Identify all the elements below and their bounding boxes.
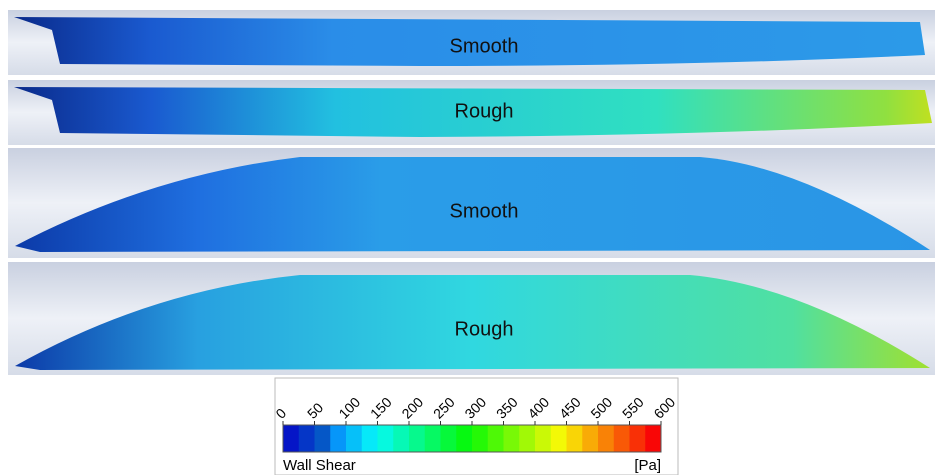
colorbar-band (378, 425, 394, 452)
colorbar-band (299, 425, 315, 452)
colorbar-band (614, 425, 630, 452)
colorbar-band (535, 425, 551, 452)
colorbar-band (551, 425, 567, 452)
figure: Smooth Rough Smooth Rough Wall Shear [Pa… (0, 0, 938, 475)
colorbar-unit: [Pa] (634, 457, 661, 474)
colorbar-band (441, 425, 457, 452)
panel-label: Smooth (450, 200, 519, 222)
colorbar-band (645, 425, 661, 452)
colorbar-band (488, 425, 504, 452)
panel-label: Rough (455, 100, 514, 122)
colorbar-band (630, 425, 646, 452)
colorbar-band (598, 425, 614, 452)
colorbar-band (362, 425, 378, 452)
colorbar-band (393, 425, 409, 452)
colorbar-band (582, 425, 598, 452)
colorbar-band (315, 425, 331, 452)
colorbar-band (472, 425, 488, 452)
page: Smooth Rough Smooth Rough Wall Shear [Pa… (0, 0, 938, 475)
colorbar-band (519, 425, 535, 452)
colorbar-band (283, 425, 299, 452)
colorbar (283, 425, 662, 452)
colorbar-band (567, 425, 583, 452)
colorbar-band (456, 425, 472, 452)
colorbar-band (425, 425, 441, 452)
colorbar-title: Wall Shear (283, 457, 356, 474)
panel-label: Smooth (450, 35, 519, 57)
colorbar-band (346, 425, 362, 452)
panel-label: Rough (455, 318, 514, 340)
colorbar-band (409, 425, 425, 452)
colorbar-band (504, 425, 520, 452)
colorbar-band (330, 425, 346, 452)
